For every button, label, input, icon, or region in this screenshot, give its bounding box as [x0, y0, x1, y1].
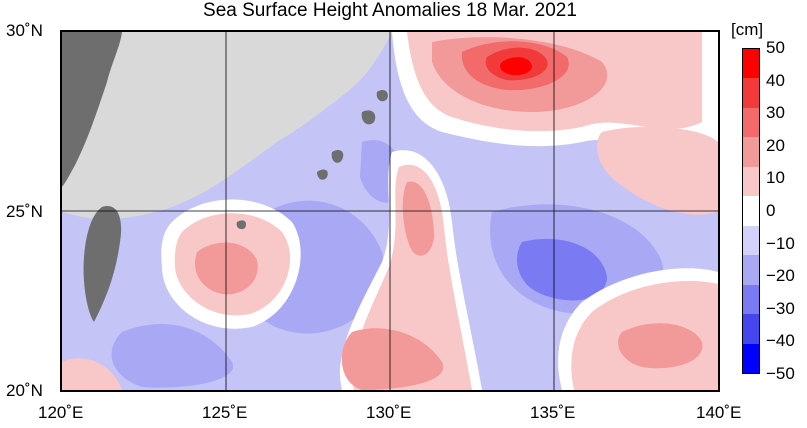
anomaly-positive-central-core — [402, 181, 434, 256]
island-yaeyama — [236, 220, 247, 230]
lon-label-120e: 120˚E — [38, 403, 84, 422]
colorbar-segment — [743, 225, 759, 256]
anomaly-positive-south-core — [341, 328, 444, 390]
island-ryukyu-1 — [317, 169, 328, 180]
lat-label-20n: 20˚N — [6, 381, 43, 400]
colorbar-tick-label: −30 — [766, 298, 795, 318]
colorbar-segment — [743, 49, 759, 79]
lon-label-140e: 140˚E — [696, 403, 742, 422]
colorbar-tick-label: 40 — [766, 70, 785, 90]
colorbar-segment — [743, 196, 759, 226]
anomaly-positive-peak — [500, 57, 532, 76]
land-east-china-sea — [62, 32, 392, 219]
graticule — [62, 32, 718, 390]
colorbar-segment — [743, 255, 759, 285]
lat-label-30n: 30˚N — [6, 21, 43, 40]
colorbar-tick-label: 50 — [766, 38, 785, 57]
colorbar — [742, 48, 760, 374]
colorbar-tick-label: −20 — [766, 266, 795, 286]
lon-label-130e: 130˚E — [366, 403, 412, 422]
lon-label-135e: 135˚E — [530, 403, 576, 422]
colorbar-tick-label: 10 — [766, 168, 785, 188]
map-canvas — [62, 32, 718, 390]
colorbar-segment — [743, 343, 759, 373]
colorbar-tick-label: −40 — [766, 331, 795, 351]
island-ryukyu-4 — [376, 89, 388, 102]
anomaly-positive-southeast-core — [618, 323, 703, 369]
colorbar-segment — [743, 314, 759, 344]
anomaly-negative-east-core — [517, 238, 607, 301]
colorbar-tick-label: 0 — [766, 201, 776, 220]
lon-label-125e: 125˚E — [202, 403, 248, 422]
anomaly-negative-south — [111, 323, 234, 388]
ssh-anomaly-map[interactable] — [60, 30, 720, 392]
map-title: Sea Surface Height Anomalies 18 Mar. 202… — [203, 0, 577, 21]
colorbar-tick-label: −10 — [766, 233, 795, 253]
colorbar-tick-label: 30 — [766, 103, 785, 123]
island-ryukyu-3 — [361, 110, 376, 125]
colorbar-segment — [743, 107, 759, 138]
colorbar-tick-label: −50 — [766, 364, 795, 383]
anomaly-positive-southwest — [62, 358, 122, 390]
colorbar-tick-label: 20 — [766, 135, 785, 155]
colorbar-segment — [743, 284, 759, 315]
island-ryukyu-2 — [331, 149, 344, 163]
coast-china — [62, 32, 122, 187]
land-taiwan — [83, 206, 122, 322]
colorbar-segment — [743, 78, 759, 108]
colorbar-unit: [cm] — [731, 20, 764, 39]
lat-label-25n: 25˚N — [6, 202, 43, 221]
anomaly-positive-east — [597, 126, 718, 215]
colorbar-segment — [743, 137, 759, 167]
colorbar-segment — [743, 166, 759, 197]
